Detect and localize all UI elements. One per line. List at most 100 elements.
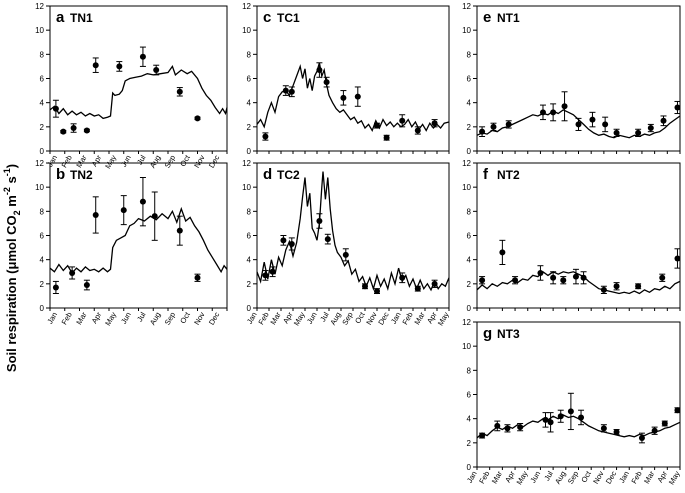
y-tick-label: 4 <box>247 99 252 108</box>
data-point <box>324 236 331 243</box>
y-tick-label: 2 <box>467 123 472 132</box>
data-point <box>638 435 645 441</box>
data-point <box>92 211 99 218</box>
data-point <box>490 123 497 130</box>
data-point <box>504 425 511 432</box>
data-point <box>194 274 201 281</box>
data-point <box>176 88 183 95</box>
data-point <box>414 285 421 292</box>
data-point <box>282 87 289 94</box>
data-point <box>354 93 361 100</box>
y-tick-label: 8 <box>40 207 45 216</box>
y-tick-label: 10 <box>462 342 471 351</box>
x-tick-label: Jul <box>135 310 148 323</box>
panel-letter: d <box>263 166 272 183</box>
data-point <box>83 127 90 134</box>
y-tick-label: 10 <box>242 183 251 192</box>
data-point <box>550 274 557 281</box>
y-tick-label: 10 <box>35 183 44 192</box>
x-tick-label: Oct <box>178 310 192 325</box>
panel-label: TC2 <box>277 168 300 182</box>
y-tick-label: 0 <box>247 304 252 313</box>
x-tick-label: Jul <box>318 310 331 323</box>
data-point <box>479 277 486 284</box>
y-tick-label: 2 <box>247 280 252 289</box>
series-line <box>256 171 450 292</box>
data-point <box>580 274 587 281</box>
data-point <box>374 122 380 129</box>
x-tick-label: Dec <box>207 310 222 326</box>
data-point <box>567 408 574 415</box>
data-point <box>431 120 438 127</box>
panel-letter: f <box>483 166 489 183</box>
data-point <box>288 88 295 95</box>
data-point <box>550 109 557 116</box>
x-tick-label: May <box>515 469 530 486</box>
data-point <box>539 109 546 116</box>
data-point <box>414 127 421 134</box>
data-point <box>340 94 347 101</box>
x-tick-label: Aug <box>148 154 162 170</box>
y-tick-label: 12 <box>242 159 251 168</box>
series-line <box>49 206 228 275</box>
data-point <box>651 427 658 434</box>
data-point <box>139 198 146 205</box>
y-tick-label: 4 <box>247 256 252 265</box>
x-tick-label: Jan <box>389 311 403 326</box>
panel-letter: c <box>263 9 271 26</box>
data-point <box>342 251 349 258</box>
x-tick-label: Oct <box>178 153 192 168</box>
panel-label: TN1 <box>70 11 93 25</box>
plot-frame <box>49 5 228 152</box>
y-tick-label: 8 <box>40 50 45 59</box>
panel-letter: g <box>483 325 492 342</box>
data-point <box>116 63 123 70</box>
y-tick-label: 0 <box>40 304 45 313</box>
data-point <box>674 407 681 414</box>
x-tick-label: Mar <box>412 310 427 326</box>
data-point <box>647 125 654 132</box>
x-tick-label: Sep <box>566 470 580 486</box>
data-point <box>512 277 519 284</box>
x-tick-label: Sep <box>163 154 177 170</box>
data-point <box>542 416 549 423</box>
y-tick-label: 10 <box>462 26 471 35</box>
data-point <box>613 283 620 290</box>
data-point <box>70 125 77 132</box>
data-point <box>560 277 567 284</box>
data-point <box>674 255 681 262</box>
y-tick-label: 2 <box>40 280 45 289</box>
panel-f: 0 2 4 6 8 10 12 f NT2 <box>462 159 681 313</box>
data-point <box>194 115 201 122</box>
y-tick-label: 0 <box>40 147 45 156</box>
y-tick-label: 6 <box>40 232 45 241</box>
y-tick-label: 0 <box>467 304 472 313</box>
panel-b: 0 2 4 6 8 10 12 Jan Feb Mar Apr May Jun Jul Aug Sep Oct N… <box>35 159 228 327</box>
data-point <box>547 419 554 426</box>
y-tick-label: 0 <box>247 147 252 156</box>
x-tick-label: Nov <box>364 310 379 326</box>
y-tick-label: 0 <box>467 463 472 472</box>
data-point <box>269 268 276 275</box>
panel-c: 0 2 4 6 8 10 12 c TC1 <box>242 2 450 156</box>
x-tick-label: Jun <box>305 311 319 326</box>
data-point <box>517 424 524 431</box>
x-tick-label: Mar <box>642 469 657 485</box>
data-point <box>323 79 330 86</box>
y-tick-label: 4 <box>467 415 472 424</box>
x-tick-label: Dec <box>376 310 391 326</box>
y-tick-label: 4 <box>467 99 472 108</box>
data-point <box>153 67 160 74</box>
x-tick-label: May <box>103 310 118 327</box>
y-tick-label: 4 <box>40 99 45 108</box>
data-point <box>613 428 620 435</box>
x-tick-label: Mar <box>268 310 283 326</box>
y-tick-label: 6 <box>247 232 252 241</box>
x-tick-label: Feb <box>400 311 414 327</box>
data-point <box>479 432 486 439</box>
panel-label: NT2 <box>497 168 520 182</box>
data-point <box>60 128 67 135</box>
x-tick-label: Sep <box>340 311 354 327</box>
